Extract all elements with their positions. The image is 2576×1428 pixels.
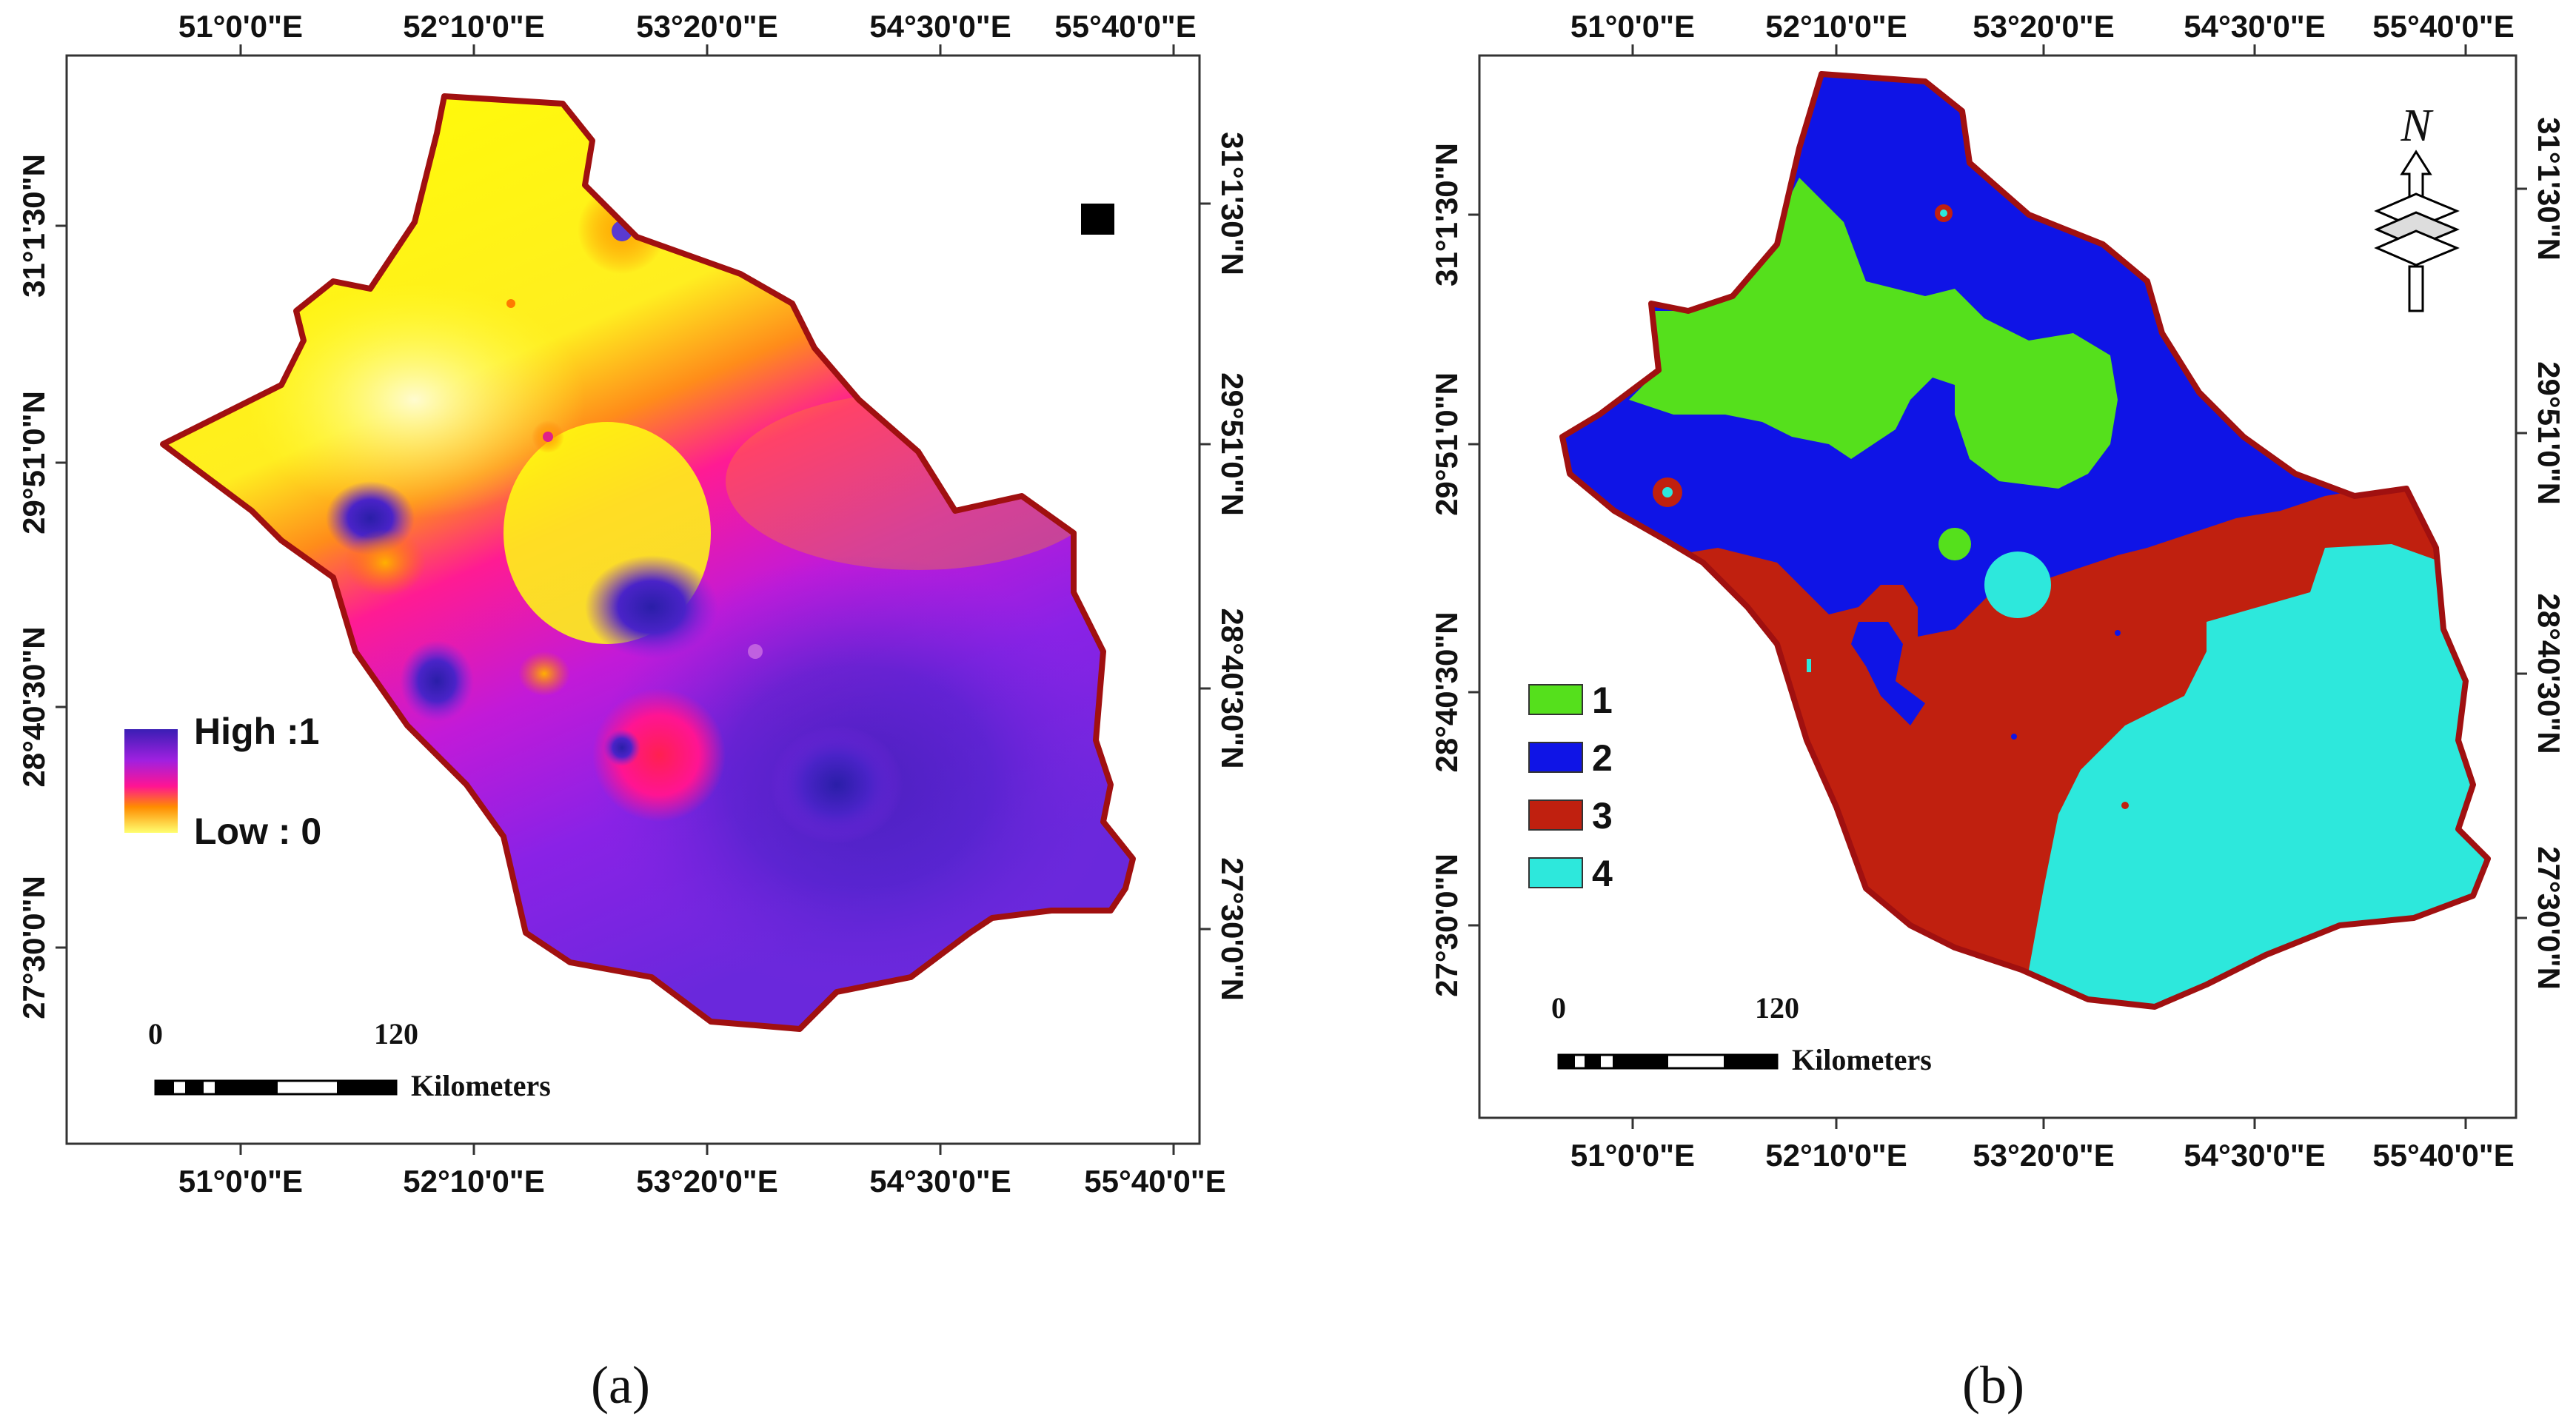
lon-label: 54°30'0"E	[869, 1164, 1011, 1199]
panel-a-right-latitude-labels: 31°1'30"N 29°51'0"N 28°40'30"N 27°30'0"N	[1215, 132, 1250, 1001]
lat-label: 28°40'30"N	[16, 626, 51, 787]
lon-label: 54°30'0"E	[869, 9, 1011, 44]
panel-b-legend: 1 2 3 4	[1528, 680, 1613, 894]
panel-a-legend: High :1 Low : 0	[124, 711, 321, 852]
panel-b-right-latitude-labels: 31°1'30"N 29°51'0"N 28°40'30"N 27°30'0"N	[2532, 117, 2566, 990]
legend-swatch-4	[1528, 857, 1583, 888]
class-1-area	[1629, 178, 2118, 489]
panel-b-ticks	[1468, 44, 2527, 1129]
legend-label-1: 1	[1592, 680, 1613, 721]
lon-label: 51°0'0"E	[1570, 9, 1695, 44]
lon-label: 51°0'0"E	[178, 1164, 303, 1199]
legend-label-3: 3	[1592, 795, 1613, 837]
north-arrow-icon: N	[2374, 101, 2460, 312]
panel-b-caption: (b)	[1962, 1355, 2024, 1415]
legend-label-4: 4	[1592, 853, 1613, 894]
legend-label-2: 2	[1592, 737, 1613, 779]
legend-swatch-3	[1528, 800, 1583, 831]
lat-label: 27°30'0"N	[16, 876, 51, 1019]
panel-a-left-latitude-labels: 31°1'30"N 29°51'0"N 28°40'30"N 27°30'0"N	[16, 154, 51, 1019]
lat-label: 31°1'30"N	[1215, 132, 1250, 275]
panel-b-scale-bar: 0 120 Kilometers	[1551, 991, 1932, 1076]
lat-label: 29°51'0"N	[2532, 361, 2566, 505]
lat-label: 29°51'0"N	[1429, 372, 1464, 516]
lon-label: 51°0'0"E	[1570, 1138, 1695, 1173]
lon-label: 52°10'0"E	[1765, 9, 1907, 44]
scale-end-label: 120	[374, 1017, 418, 1050]
lat-label: 28°40'30"N	[1429, 611, 1464, 772]
lat-label: 29°51'0"N	[16, 391, 51, 534]
panel-a-scale-bar: 0 120 Kilometers	[148, 1017, 551, 1102]
scale-unit-label: Kilometers	[1792, 1043, 1932, 1076]
scale-start-label: 0	[1551, 991, 1566, 1025]
lon-label: 53°20'0"E	[1973, 9, 2115, 44]
panel-a-map: 51°0'0"E 52°10'0"E 53°20'0"E 54°30'0"E 5…	[16, 9, 1250, 1415]
lat-label: 28°40'30"N	[2532, 593, 2566, 754]
panel-a-small-black-square	[1081, 204, 1114, 235]
scale-end-label: 120	[1755, 991, 1799, 1025]
lon-label: 55°40'0"E	[1084, 1164, 1226, 1199]
panel-b-left-latitude-labels: 31°1'30"N 29°51'0"N 28°40'30"N 27°30'0"N	[1429, 143, 1464, 997]
lon-label: 55°40'0"E	[1054, 9, 1197, 44]
lon-label: 51°0'0"E	[178, 9, 303, 44]
lon-label: 52°10'0"E	[1765, 1138, 1907, 1173]
panel-a-bottom-longitude-labels: 51°0'0"E 52°10'0"E 53°20'0"E 54°30'0"E 5…	[178, 1164, 1226, 1199]
lon-label: 52°10'0"E	[403, 1164, 545, 1199]
lat-label: 28°40'30"N	[1215, 608, 1250, 768]
legend-swatch-2	[1528, 742, 1583, 773]
panel-a-top-longitude-labels: 51°0'0"E 52°10'0"E 53°20'0"E 54°30'0"E 5…	[178, 9, 1197, 44]
legend-color-ramp	[124, 729, 178, 833]
lon-label: 53°20'0"E	[636, 1164, 778, 1199]
lat-label: 31°1'30"N	[1429, 143, 1464, 286]
lat-label: 31°1'30"N	[2532, 117, 2566, 261]
legend-low-label: Low : 0	[194, 811, 321, 852]
lat-label: 27°30'0"N	[1429, 854, 1464, 997]
lon-label: 55°40'0"E	[2372, 1138, 2515, 1173]
scale-start-label: 0	[148, 1017, 163, 1050]
lon-label: 53°20'0"E	[1973, 1138, 2115, 1173]
legend-high-label: High :1	[194, 711, 319, 752]
lon-label: 54°30'0"E	[2184, 1138, 2326, 1173]
lat-label: 27°30'0"N	[2532, 846, 2566, 990]
panel-a-caption: (a)	[591, 1355, 650, 1415]
class-4-patch	[1984, 552, 2051, 618]
lat-label: 29°51'0"N	[1215, 372, 1250, 516]
lon-label: 54°30'0"E	[2184, 9, 2326, 44]
panel-a-ticks	[56, 44, 1211, 1155]
panel-b-bottom-longitude-labels: 51°0'0"E 52°10'0"E 53°20'0"E 54°30'0"E 5…	[1570, 1138, 2515, 1173]
lon-label: 55°40'0"E	[2372, 9, 2515, 44]
lon-label: 52°10'0"E	[403, 9, 545, 44]
north-arrow-label: N	[2400, 101, 2434, 151]
panel-b-top-longitude-labels: 51°0'0"E 52°10'0"E 53°20'0"E 54°30'0"E 5…	[1570, 9, 2515, 44]
scale-unit-label: Kilometers	[411, 1069, 551, 1102]
lat-label: 27°30'0"N	[1215, 857, 1250, 1001]
panel-b-map: N 51°0'0"E 52°10'0"E 53°20'0"E 54°30'0"E…	[1429, 9, 2566, 1415]
legend-swatch-1	[1528, 684, 1583, 715]
lon-label: 53°20'0"E	[636, 9, 778, 44]
lat-label: 31°1'30"N	[16, 154, 51, 298]
class-4-area	[2029, 544, 2488, 1007]
